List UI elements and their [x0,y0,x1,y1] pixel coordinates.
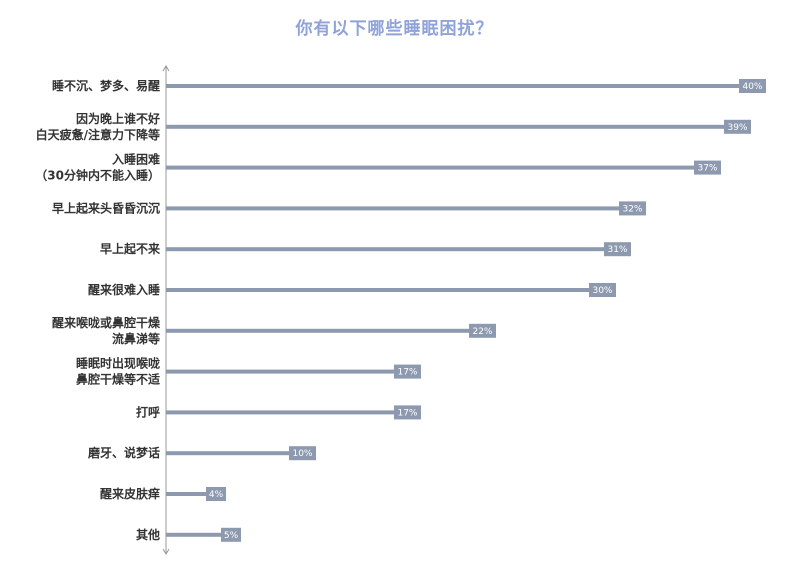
value-label-box [394,364,421,379]
category-label-line: 睡眠时出现喉咙 [76,356,160,371]
value-label-box [694,160,721,175]
category-label-line: 醒来皮肤痒 [100,486,160,501]
category-label-line: （30分钟内不能入睡） [35,168,160,183]
value-label: 40% [742,82,762,92]
category-label-line: 醒来很难入睡 [88,282,160,297]
category-label: 早上起不来 [100,241,161,256]
chart-title: 你有以下哪些睡眠困扰？ [295,19,494,39]
category-label-line: 入睡困难 [112,152,160,167]
bar [166,165,721,170]
bar [166,328,496,333]
bar [166,247,631,252]
value-label-box [739,79,766,93]
bar [166,532,241,537]
value-label-box [469,323,496,338]
category-label-line: 早上起来头昏昏沉沉 [52,200,160,215]
value-label-box [604,242,631,257]
category-label: 其他 [136,527,160,542]
category-label-line: 流鼻涕等 [112,331,160,346]
value-label: 17% [397,408,417,418]
category-label-line: 因为晚上谁不好 [76,111,160,126]
value-label-box [724,119,751,134]
bar [166,451,316,456]
category-label-line: 睡不沉、梦多、易醒 [52,78,160,93]
category-label-line: 其他 [136,527,160,542]
value-label: 39% [727,123,747,133]
value-label: 31% [607,245,627,255]
value-label-box [619,201,646,216]
category-label: 睡不沉、梦多、易醒 [52,78,160,93]
category-label: 睡眠时出现喉咙鼻腔干燥等不适 [76,356,160,387]
y-axis-arrow-top [162,65,170,72]
value-label-box [206,487,226,501]
category-label: 醒来很难入睡 [88,282,160,297]
bar [166,206,646,211]
value-label-box [221,527,241,542]
category-label-line: 白天疲惫/注意力下降等 [36,127,160,142]
y-axis-arrow-bottom [162,548,170,555]
bar [166,492,226,496]
category-label: 醒来皮肤痒 [100,486,160,501]
category-label: 早上起来头昏昏沉沉 [52,200,160,215]
value-label: 30% [592,286,612,296]
value-label: 22% [472,327,492,337]
category-label-line: 鼻腔干燥等不适 [76,372,160,387]
category-label-line: 早上起不来 [100,241,161,256]
category-label: 因为晚上谁不好白天疲惫/注意力下降等 [36,111,160,142]
bar [166,124,751,129]
value-label: 10% [292,449,312,459]
category-label-line: 磨牙、说梦话 [87,445,160,460]
bar [166,84,766,88]
category-label: 磨牙、说梦话 [87,445,160,460]
bar [166,369,421,374]
value-label-box [289,446,316,461]
value-label: 4% [209,490,224,500]
category-label: 入睡困难（30分钟内不能入睡） [35,152,160,183]
category-label: 醒来喉咙或鼻腔干燥流鼻涕等 [52,315,161,346]
value-label: 32% [622,204,642,214]
value-label: 5% [224,531,239,541]
value-label-box [589,283,616,297]
value-label: 37% [697,164,717,174]
bar [166,410,421,415]
category-label-line: 打呼 [136,404,160,419]
bar [166,288,616,292]
value-label-box [394,405,421,420]
value-label: 17% [397,368,417,378]
category-label-line: 醒来喉咙或鼻腔干燥 [52,315,161,330]
category-label: 打呼 [136,404,160,419]
